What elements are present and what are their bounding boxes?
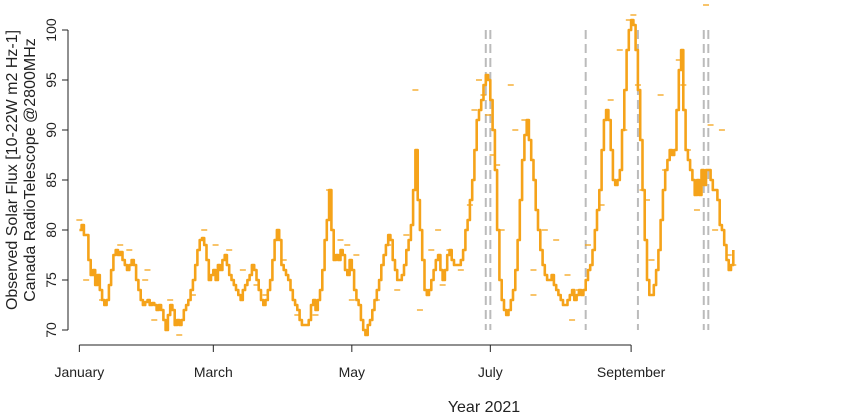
event-lines [484,30,710,330]
y-tick-label: 90 [43,122,59,138]
y-axis-title-line-2: Canada RadioTelescope @2800MHz [22,38,39,302]
axes: 70 75 80 85 90 95 100 January March May July Septe… [43,18,666,380]
x-tick-label: September [597,364,666,380]
solar-flux-series-line [79,18,735,337]
x-axis-title: Year 2021 [448,399,520,416]
y-tick-label: 85 [43,172,59,188]
series-lines [79,18,735,337]
x-tick-label: January [54,364,104,380]
x-tick-label: July [478,364,503,380]
y-tick-label: 100 [43,18,59,42]
x-ticks: January March May July September [54,345,666,380]
y-tick-label: 80 [43,222,59,238]
y-tick-label: 70 [43,322,59,338]
y-tick-label: 75 [43,272,59,288]
x-tick-label: March [194,364,233,380]
y-axis-title-line-1: Observed Solar Flux [10-22W m2 Hz-1] [4,30,21,310]
y-tick-label: 95 [43,72,59,88]
y-ticks: 70 75 80 85 90 95 100 [43,18,68,338]
x-tick-label: May [339,364,365,380]
